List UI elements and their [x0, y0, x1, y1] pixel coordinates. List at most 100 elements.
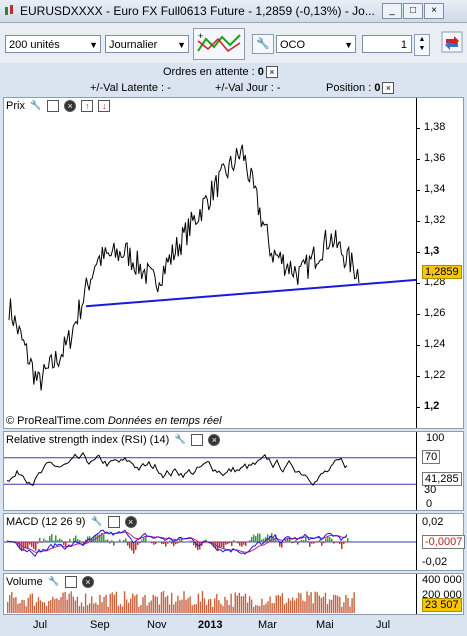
macd-histogram-bar — [107, 539, 109, 543]
date-tick-label: Nov — [147, 619, 167, 631]
close-icon[interactable]: × — [208, 434, 221, 447]
volume-tick-top: 400 000 — [422, 574, 462, 586]
volume-bar — [347, 598, 349, 613]
volume-bar — [277, 594, 279, 613]
close-icon[interactable]: × — [64, 100, 77, 113]
quantity-input[interactable]: 1 — [362, 35, 412, 53]
pending-orders: Ordres en attente : 0 × — [163, 66, 278, 79]
macd-histogram-bar — [105, 540, 107, 543]
volume-bar — [84, 593, 87, 613]
macd-histogram-bar — [255, 536, 257, 543]
rsi-panel: Relative strength index (RSI) (14) 🔧 × 1… — [3, 431, 464, 511]
clear-icon[interactable]: × — [382, 82, 395, 95]
rsi-current: 41,285 — [422, 472, 462, 486]
macd-histogram-bar — [53, 540, 55, 543]
wrench-icon[interactable]: 🔧 — [252, 34, 274, 54]
price-tick-mark — [416, 345, 420, 346]
macd-histogram-bar — [39, 537, 41, 543]
macd-histogram-bar — [221, 542, 223, 547]
volume-bar — [62, 592, 64, 613]
volume-bar — [21, 599, 23, 613]
window-icon[interactable] — [107, 516, 120, 529]
volume-bar — [148, 602, 150, 613]
arrow-down-icon[interactable]: ↓ — [98, 100, 111, 113]
wrench-icon[interactable]: 🔧 — [90, 516, 103, 529]
order-type-select[interactable]: OCO ▼ — [276, 35, 356, 53]
units-select[interactable]: 200 unités ▼ — [5, 35, 101, 53]
macd-histogram-bar — [227, 542, 229, 545]
close-button[interactable]: × — [424, 3, 444, 19]
macd-histogram-bar — [35, 542, 37, 551]
window-icon[interactable] — [47, 100, 60, 113]
volume-bar — [142, 597, 144, 613]
macd-histogram-bar — [301, 539, 303, 543]
volume-bar — [230, 593, 232, 613]
macd-histogram-bar — [177, 542, 179, 544]
macd-histogram-bar — [237, 542, 239, 544]
price-tick-label: 1,24 — [424, 338, 446, 350]
macd-histogram-bar — [173, 542, 175, 547]
volume-bar — [130, 598, 132, 613]
macd-histogram-bar — [49, 536, 51, 543]
panel-title: MACD (12 26 9) — [6, 516, 86, 528]
volume-bar — [302, 600, 304, 613]
macd-histogram-bar — [311, 542, 313, 544]
volume-bar — [324, 592, 327, 613]
macd-histogram-bar — [223, 542, 225, 549]
price-chart — [8, 144, 416, 391]
volume-bar — [298, 592, 300, 613]
title-bar: EURUSDXXXX - Euro FX Full0613 Future - 1… — [0, 0, 467, 23]
indicators-button[interactable]: + — [193, 28, 245, 60]
volume-bar — [109, 593, 111, 613]
window-icon[interactable] — [64, 576, 77, 589]
price-tick-mark — [416, 221, 420, 222]
macd-histogram-bar — [21, 542, 23, 552]
chevron-down-icon: ▼ — [177, 40, 186, 50]
volume-bar — [76, 596, 79, 613]
macd-histogram-bar — [179, 538, 181, 543]
volume-bar — [224, 596, 226, 613]
window-title: EURUSDXXXX - Euro FX Full0613 Future - 1… — [20, 4, 375, 18]
volume-bar — [89, 603, 91, 613]
window-icon[interactable] — [191, 434, 204, 447]
volume-bar — [291, 597, 294, 613]
macd-histogram-bar — [337, 542, 339, 543]
wrench-icon[interactable]: 🔧 — [174, 434, 187, 447]
clear-icon[interactable]: × — [265, 66, 278, 79]
macd-histogram-bar — [97, 534, 99, 543]
close-icon[interactable]: × — [81, 576, 94, 589]
macd-histogram-bar — [63, 542, 65, 545]
trade-icon[interactable] — [441, 31, 463, 53]
volume-bar — [242, 596, 245, 613]
minimize-button[interactable]: _ — [382, 3, 402, 19]
volume-bar — [250, 599, 253, 613]
maximize-button[interactable]: □ — [403, 3, 423, 19]
macd-histogram-bar — [83, 542, 85, 545]
macd-histogram-bar — [91, 538, 93, 543]
macd-histogram-bar — [69, 538, 71, 543]
close-icon[interactable]: × — [124, 516, 137, 529]
volume-bar — [193, 604, 195, 613]
volume-bar — [304, 601, 306, 613]
macd-histogram-bar — [37, 542, 39, 544]
wrench-icon[interactable]: 🔧 — [47, 576, 60, 589]
macd-histogram-bar — [59, 538, 61, 543]
macd-histogram-bar — [139, 542, 141, 544]
period-select[interactable]: Journalier ▼ — [105, 35, 189, 53]
macd-histogram-bar — [257, 533, 259, 543]
macd-histogram-bar — [45, 540, 47, 543]
volume-bar — [214, 598, 216, 613]
volume-bar — [246, 602, 249, 613]
price-tick-mark — [416, 407, 420, 408]
macd-histogram-bar — [263, 538, 265, 543]
volume-bar — [68, 593, 70, 613]
arrow-up-icon[interactable]: ↑ — [81, 100, 94, 113]
volume-bar — [296, 598, 298, 613]
volume-bar — [160, 592, 163, 613]
volume-bar — [341, 606, 343, 613]
quantity-stepper[interactable]: ▲ ▼ — [414, 34, 430, 56]
macd-panel: MACD (12 26 9) 🔧 × 0,02 -0,0007 -0,02 — [3, 513, 466, 571]
volume-bar — [121, 606, 124, 613]
wrench-icon[interactable]: 🔧 — [30, 100, 43, 113]
volume-bar — [23, 600, 25, 613]
